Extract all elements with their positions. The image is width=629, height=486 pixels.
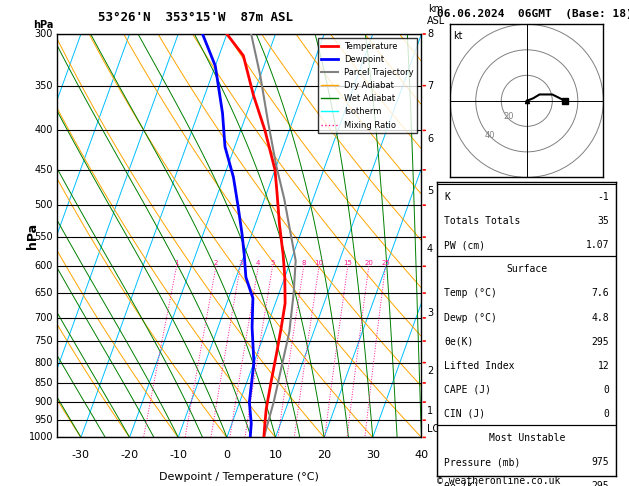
Text: 7: 7 xyxy=(427,81,433,91)
Text: 40: 40 xyxy=(485,131,495,139)
Text: 2: 2 xyxy=(427,366,433,376)
Text: 650: 650 xyxy=(35,288,53,298)
Text: © weatheronline.co.uk: © weatheronline.co.uk xyxy=(437,476,560,486)
Text: 10: 10 xyxy=(314,260,323,266)
Text: CAPE (J): CAPE (J) xyxy=(444,385,491,395)
Text: 7.6: 7.6 xyxy=(592,288,610,298)
Text: Dewp (°C): Dewp (°C) xyxy=(444,312,497,323)
Text: 5: 5 xyxy=(427,187,433,196)
Text: 06.06.2024  06GMT  (Base: 18): 06.06.2024 06GMT (Base: 18) xyxy=(437,9,629,19)
Text: kt: kt xyxy=(453,31,462,41)
Text: 30: 30 xyxy=(366,450,380,459)
Text: 700: 700 xyxy=(35,313,53,323)
Text: 975: 975 xyxy=(592,457,610,467)
Text: 900: 900 xyxy=(35,397,53,407)
Text: θe(K): θe(K) xyxy=(444,337,474,347)
Text: Temp (°C): Temp (°C) xyxy=(444,288,497,298)
Text: km
ASL: km ASL xyxy=(427,4,445,26)
Text: 4.8: 4.8 xyxy=(592,312,610,323)
Text: hPa: hPa xyxy=(26,223,40,249)
Text: 53°26'N  353°15'W  87m ASL: 53°26'N 353°15'W 87m ASL xyxy=(97,11,292,24)
Text: 15: 15 xyxy=(343,260,352,266)
Text: PW (cm): PW (cm) xyxy=(444,240,486,250)
Text: 850: 850 xyxy=(35,378,53,388)
Text: 6: 6 xyxy=(427,134,433,144)
Text: 12: 12 xyxy=(598,361,610,371)
Text: 8: 8 xyxy=(301,260,306,266)
Text: 1000: 1000 xyxy=(28,433,53,442)
Text: 300: 300 xyxy=(35,29,53,39)
Text: Dewpoint / Temperature (°C): Dewpoint / Temperature (°C) xyxy=(159,472,319,482)
Text: 1: 1 xyxy=(427,406,433,417)
Text: 1: 1 xyxy=(174,260,179,266)
Text: 20: 20 xyxy=(317,450,331,459)
Bar xyxy=(437,184,616,256)
Text: 500: 500 xyxy=(35,200,53,210)
Text: 295: 295 xyxy=(592,481,610,486)
Text: 950: 950 xyxy=(35,415,53,425)
Text: 4: 4 xyxy=(256,260,260,266)
Text: LCL: LCL xyxy=(427,424,445,434)
Text: 3: 3 xyxy=(427,308,433,318)
Text: 750: 750 xyxy=(35,336,53,346)
Text: Surface: Surface xyxy=(506,264,547,274)
Text: -20: -20 xyxy=(121,450,138,459)
Text: 8: 8 xyxy=(427,29,433,39)
Text: 4: 4 xyxy=(427,244,433,254)
Text: 1.07: 1.07 xyxy=(586,240,610,250)
Text: 25: 25 xyxy=(381,260,390,266)
Text: 0: 0 xyxy=(223,450,230,459)
Text: Pressure (mb): Pressure (mb) xyxy=(444,457,521,467)
Bar xyxy=(437,425,616,486)
Text: 800: 800 xyxy=(35,358,53,367)
Text: Most Unstable: Most Unstable xyxy=(489,433,565,443)
Text: Mixing Ratio (g/kg): Mixing Ratio (g/kg) xyxy=(464,190,474,282)
Text: 2: 2 xyxy=(214,260,218,266)
Text: 20: 20 xyxy=(364,260,373,266)
Bar xyxy=(437,256,616,425)
Text: -10: -10 xyxy=(169,450,187,459)
Text: 35: 35 xyxy=(598,216,610,226)
Text: -1: -1 xyxy=(598,192,610,202)
Text: 350: 350 xyxy=(35,81,53,91)
Text: 0: 0 xyxy=(603,409,610,419)
Text: Totals Totals: Totals Totals xyxy=(444,216,521,226)
Text: 450: 450 xyxy=(35,165,53,175)
Text: CIN (J): CIN (J) xyxy=(444,409,486,419)
Text: 400: 400 xyxy=(35,125,53,136)
Text: 20: 20 xyxy=(503,112,514,121)
Text: 295: 295 xyxy=(592,337,610,347)
Text: 550: 550 xyxy=(35,232,53,242)
Text: 0: 0 xyxy=(603,385,610,395)
Text: -30: -30 xyxy=(72,450,90,459)
Text: K: K xyxy=(444,192,450,202)
Text: 5: 5 xyxy=(270,260,275,266)
Legend: Temperature, Dewpoint, Parcel Trajectory, Dry Adiabat, Wet Adiabat, Isotherm, Mi: Temperature, Dewpoint, Parcel Trajectory… xyxy=(318,38,417,133)
Text: 600: 600 xyxy=(35,261,53,271)
Text: hPa: hPa xyxy=(33,20,53,30)
Text: 10: 10 xyxy=(269,450,282,459)
Text: Lifted Index: Lifted Index xyxy=(444,361,515,371)
Text: 40: 40 xyxy=(415,450,428,459)
Text: θe (K): θe (K) xyxy=(444,481,479,486)
Text: 3: 3 xyxy=(238,260,243,266)
